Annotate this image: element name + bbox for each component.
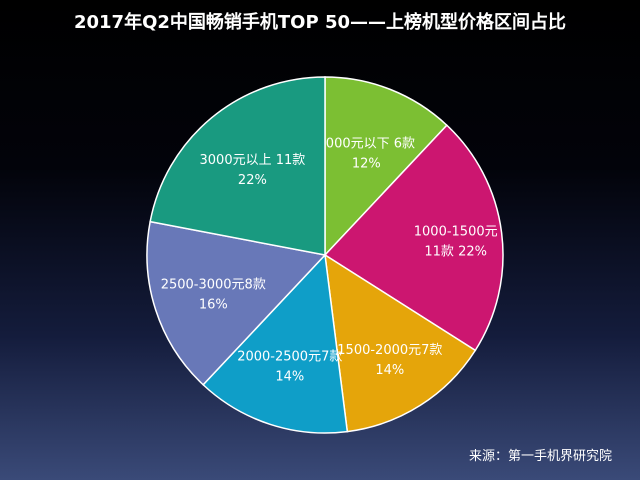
slice-value-4: 14% bbox=[275, 369, 304, 384]
slice-label-2: 1000-1500元 bbox=[414, 224, 498, 239]
slice-label-6: 3000元以上 11款 bbox=[200, 153, 306, 168]
slice-value-2: 11款 22% bbox=[424, 244, 487, 259]
pie-slice-3 bbox=[324, 253, 477, 433]
slice-label-1: 1000元以下 6款 bbox=[318, 137, 416, 152]
pie-slice-6 bbox=[149, 76, 326, 256]
source-note: 来源：第一手机界研究院 bbox=[468, 449, 612, 464]
pie-slice-1 bbox=[324, 76, 448, 257]
pie-slice-5 bbox=[146, 220, 327, 386]
pie-slice-2 bbox=[323, 124, 504, 352]
slice-label-4: 2000-2500元7款 bbox=[237, 349, 342, 364]
slice-label-5: 2500-3000元8款 bbox=[161, 277, 266, 292]
slice-value-3: 14% bbox=[375, 363, 404, 378]
pie-slice-4 bbox=[202, 253, 349, 434]
slice-label-3: 1500-2000元7款 bbox=[337, 343, 442, 358]
slice-value-6: 22% bbox=[238, 173, 267, 188]
slice-value-1: 12% bbox=[352, 157, 381, 172]
slice-value-5: 16% bbox=[199, 297, 228, 312]
chart-title: 2017年Q2中国畅销手机TOP 50——上榜机型价格区间占比 bbox=[73, 12, 566, 33]
